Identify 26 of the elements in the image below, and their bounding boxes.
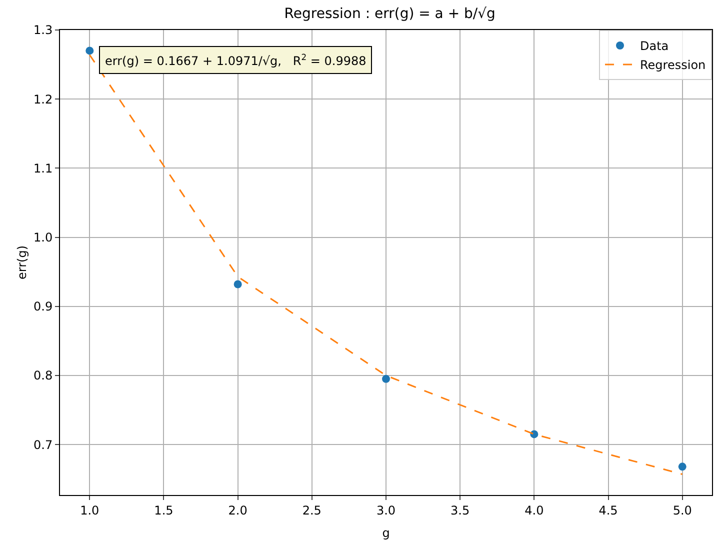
y-tick-label: 0.7 — [34, 438, 53, 452]
x-tick-label: 2.5 — [302, 503, 322, 518]
x-tick-label: 3.0 — [376, 503, 396, 518]
x-tick-label: 1.0 — [80, 503, 100, 518]
x-tick-label: 4.5 — [598, 503, 618, 518]
point — [86, 46, 94, 55]
point — [382, 374, 390, 383]
y-tick-label: 0.9 — [34, 300, 53, 314]
y-tick-label: 1.2 — [34, 92, 53, 106]
y-tick-label: 1.0 — [34, 230, 53, 244]
x-tick-label: 2.0 — [228, 503, 248, 518]
y-tick-label: 0.8 — [34, 368, 53, 383]
point — [234, 280, 242, 288]
y-tick-label: 1.3 — [34, 23, 53, 38]
annotation: err(g) = 0.1667 + 1.0971/√g, R$^{2}$ = 0.9988 — [105, 52, 366, 68]
x-axis-title: g — [382, 526, 390, 540]
y-tick-label: 1.1 — [34, 161, 53, 176]
x-tick-label: 5.0 — [672, 503, 692, 518]
x-tick-label: 4.0 — [524, 503, 544, 518]
y-axis-title: err(g) — [15, 245, 29, 280]
legend-label: Data — [640, 39, 669, 54]
legend-label: Regression — [640, 58, 706, 72]
chart-title: Regression : err(g) = a + b/√g — [284, 6, 496, 22]
x-tick-label: 3.5 — [450, 503, 470, 518]
point — [678, 462, 686, 471]
x-tick-label: 1.5 — [154, 503, 174, 518]
